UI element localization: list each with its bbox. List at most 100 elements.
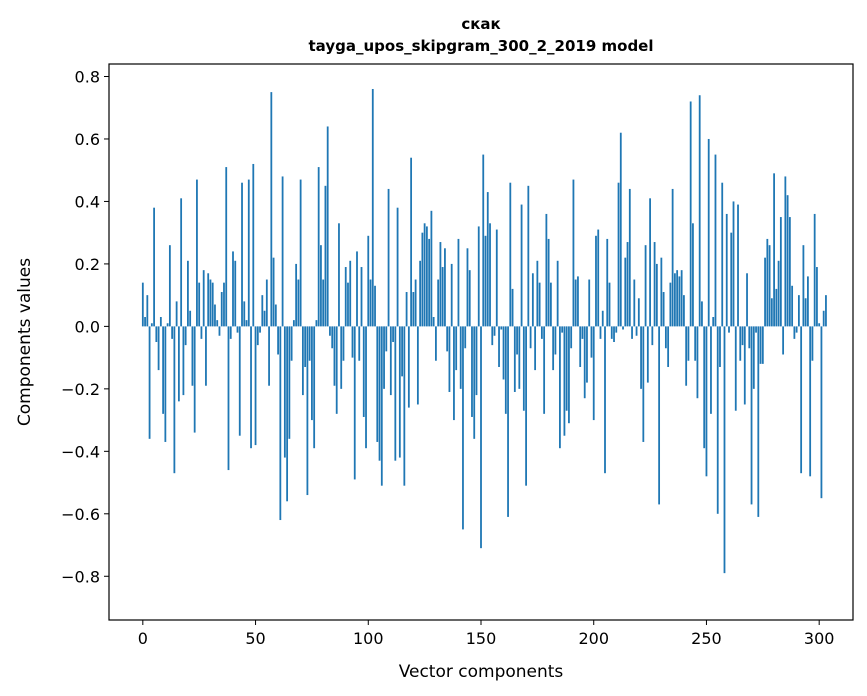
bar	[177, 326, 180, 402]
bar	[509, 182, 512, 327]
bar	[809, 326, 812, 477]
bar	[671, 188, 674, 327]
bar	[432, 317, 435, 327]
bar	[347, 282, 349, 327]
bar	[820, 326, 823, 499]
bar	[734, 326, 737, 411]
bar	[144, 317, 146, 327]
bar	[333, 326, 336, 386]
y-tick-label: −0.4	[61, 442, 100, 461]
bar	[435, 326, 437, 361]
bar	[707, 138, 710, 327]
bar	[545, 213, 548, 327]
bar	[450, 263, 453, 327]
bar	[628, 188, 631, 327]
bar	[441, 267, 444, 327]
bar	[444, 248, 446, 327]
bar	[439, 242, 442, 327]
bar	[214, 304, 216, 327]
bar	[182, 326, 185, 396]
bar	[651, 326, 654, 346]
bar	[522, 326, 525, 411]
bar	[141, 282, 144, 327]
bar	[259, 326, 261, 333]
y-tick-label: 0.4	[75, 192, 100, 211]
bar	[329, 326, 331, 336]
bar	[311, 326, 313, 421]
bar	[689, 101, 692, 327]
bar	[475, 326, 478, 396]
bar	[277, 326, 279, 355]
bar	[223, 282, 225, 327]
plot-frame	[108, 63, 854, 621]
bar	[570, 326, 573, 349]
bars-group	[141, 88, 827, 574]
bar	[317, 167, 320, 327]
bar	[326, 126, 329, 327]
bar	[324, 185, 327, 327]
bar	[782, 326, 785, 355]
bar	[795, 326, 798, 333]
bar	[416, 326, 419, 405]
bar	[304, 326, 307, 367]
bar	[653, 242, 656, 327]
bar	[649, 198, 651, 327]
bar	[664, 326, 667, 349]
bar	[660, 257, 663, 327]
bar	[791, 285, 794, 327]
bar	[737, 204, 739, 327]
bar	[565, 326, 568, 411]
bar	[595, 235, 597, 327]
bar	[784, 176, 787, 327]
bar	[741, 326, 744, 346]
bar	[353, 326, 356, 480]
bar	[721, 182, 724, 327]
bar	[407, 326, 410, 408]
bar	[807, 276, 809, 327]
bar	[389, 326, 392, 396]
bar	[802, 245, 805, 327]
x-tick-label: 50	[245, 629, 265, 648]
bar	[800, 326, 803, 474]
bar	[299, 179, 302, 327]
bar	[511, 288, 514, 327]
bar	[601, 310, 604, 327]
bar	[520, 204, 523, 327]
bar	[428, 238, 431, 327]
bar	[392, 326, 394, 342]
bar	[227, 326, 230, 471]
bar	[525, 326, 527, 486]
bar	[229, 326, 232, 339]
bar	[403, 326, 406, 486]
bar	[281, 176, 284, 327]
bar	[678, 276, 681, 327]
bar	[757, 326, 760, 517]
bar	[288, 326, 291, 439]
bar	[617, 182, 620, 327]
x-tick-label: 200	[578, 629, 609, 648]
bar	[581, 326, 584, 339]
bar	[725, 213, 728, 327]
bar	[793, 326, 796, 339]
bar	[493, 326, 496, 336]
y-tick-label: 0.0	[75, 317, 100, 336]
bar	[502, 326, 505, 380]
bar	[705, 326, 708, 477]
bar	[225, 167, 228, 327]
bar	[419, 260, 422, 327]
bar	[692, 223, 694, 327]
bar	[401, 326, 403, 377]
bar	[200, 326, 203, 339]
bar	[270, 92, 273, 327]
bar	[351, 326, 354, 358]
bar	[764, 257, 766, 327]
bar	[516, 326, 518, 355]
bar	[825, 295, 827, 327]
y-tick-label: −0.8	[61, 567, 100, 586]
x-tick-label: 250	[691, 629, 722, 648]
bar	[396, 207, 399, 327]
bar	[694, 326, 697, 361]
bar	[274, 304, 277, 327]
bar	[466, 248, 469, 327]
